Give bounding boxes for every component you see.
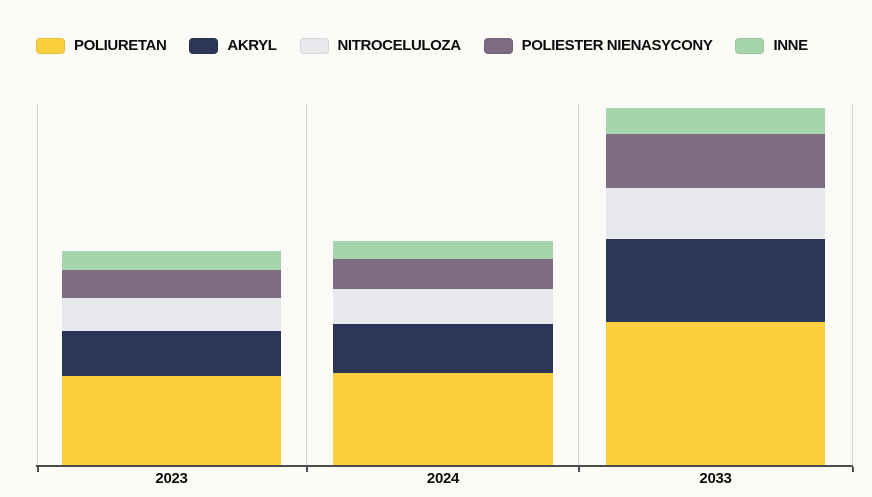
bar-segment-akryl (333, 323, 553, 373)
bar-segment-poliester-nienasycony (333, 258, 553, 290)
axis-tick (577, 467, 580, 472)
bar-segment-nitroceluloza (62, 298, 281, 332)
bar-segment-poliuretan (606, 322, 825, 465)
bar-segment-nitroceluloza (333, 289, 553, 324)
x-axis-labels: 2023 2024 2033 (37, 470, 852, 490)
bar-segment-akryl (62, 331, 281, 377)
legend-item-inne: INNE (735, 37, 808, 54)
plot-area (36, 103, 854, 472)
legend-item-poliester-nienasycony: POLIESTER NIENASYCONY (483, 37, 713, 54)
axis-tick (36, 467, 39, 472)
vertical-gridline (852, 103, 853, 465)
legend-swatch-icon (299, 37, 329, 54)
bar-segment-inne (333, 240, 553, 259)
legend-swatch-icon (735, 37, 765, 54)
legend-swatch-icon (189, 37, 219, 54)
bar-segment-akryl (606, 238, 825, 323)
bar-segment-poliuretan (62, 376, 281, 465)
legend-item-nitroceluloza: NITROCELULOZA (299, 37, 462, 54)
axis-tick (305, 467, 308, 472)
bar-segment-poliuretan (333, 372, 553, 465)
x-axis-label-2033: 2033 (699, 470, 732, 487)
stacked-bar-2033 (606, 108, 825, 465)
bar-segment-nitroceluloza (606, 188, 825, 239)
x-axis-line (36, 465, 853, 467)
legend-label: NITROCELULOZA (337, 37, 462, 54)
legend-label: AKRYL (227, 37, 277, 54)
legend-item-poliuretan: POLIURETAN (36, 37, 167, 54)
legend-item-akryl: AKRYL (189, 37, 277, 54)
vertical-gridline (306, 103, 307, 465)
legend-swatch-icon (483, 37, 513, 54)
legend-label: POLIESTER NIENASYCONY (521, 37, 713, 54)
bar-segment-poliester-nienasycony (606, 133, 825, 189)
bar-segment-poliester-nienasycony (62, 269, 281, 299)
vertical-gridline (37, 103, 38, 465)
stacked-bar-2024 (333, 240, 553, 465)
legend-swatch-icon (36, 37, 65, 54)
legend-label: INNE (773, 37, 808, 54)
vertical-gridline (578, 103, 579, 465)
x-axis-label-2024: 2024 (426, 470, 460, 487)
chart-legend: POLIURETAN AKRYL NITROCELULOZA POLIESTER NI… (36, 37, 808, 54)
stacked-bar-2023 (62, 251, 281, 465)
axis-tick (851, 467, 854, 472)
legend-label: POLIURETAN (74, 37, 167, 54)
bar-segment-inne (62, 251, 281, 270)
x-axis-label-2023: 2023 (155, 470, 188, 487)
bar-segment-inne (606, 108, 825, 134)
